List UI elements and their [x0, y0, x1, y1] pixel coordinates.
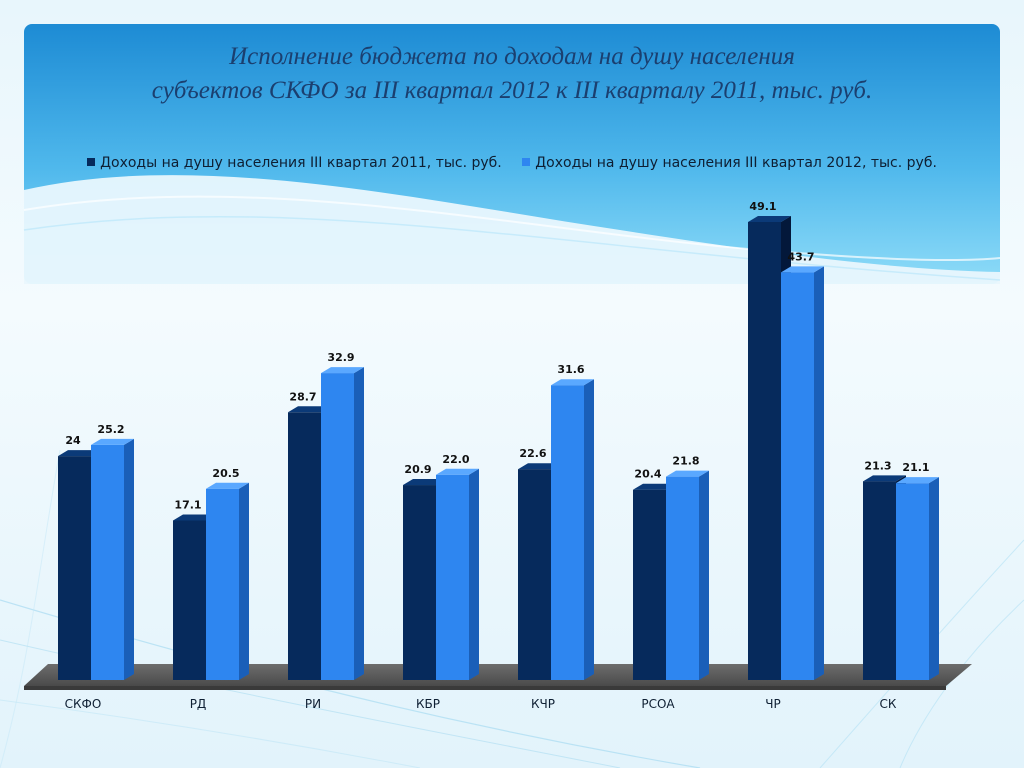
value-label-ЧР-2012: 43.7 — [787, 250, 814, 263]
bar-front — [781, 272, 814, 680]
bar-РД-2012 — [206, 482, 249, 680]
floor-edge — [24, 686, 946, 690]
bar-top — [518, 463, 561, 470]
category-label-ЧР: ЧР — [765, 697, 780, 711]
chart-title-line2: субъектов СКФО за III квартал 2012 к III… — [151, 77, 873, 104]
bar-top — [748, 216, 791, 222]
category-label-РИ: РИ — [305, 697, 321, 711]
bar-front — [896, 483, 929, 680]
bars-group — [58, 216, 939, 680]
bar-ЧР-2012 — [781, 266, 824, 680]
bar-front — [173, 520, 206, 680]
bar-front — [551, 385, 584, 680]
bar-КБР-2012 — [436, 468, 479, 680]
category-label-КЧР: КЧР — [531, 697, 555, 711]
bar-СКФО-2012 — [91, 438, 134, 680]
value-label-РИ-2011: 28.7 — [289, 390, 316, 403]
value-label-ЧР-2011: 49.1 — [749, 200, 776, 213]
category-label-СКФО: СКФО — [65, 697, 102, 711]
bar-top — [206, 482, 249, 489]
legend-swatch-2011 — [87, 158, 96, 166]
bar-КЧР-2012 — [551, 379, 594, 680]
bar-РИ-2012 — [321, 367, 364, 680]
bar-side — [469, 468, 479, 680]
floor-top — [24, 664, 972, 686]
bar-top — [666, 470, 709, 477]
value-label-СКФО-2011: 24 — [65, 434, 81, 447]
value-label-РСОА-2011: 20.4 — [634, 468, 661, 481]
bar-side — [354, 367, 364, 680]
bar-side — [584, 379, 594, 680]
chart-floor — [24, 664, 972, 690]
value-labels-group: 24 25.2 17.1 20.5 28.7 32.9 20.9 22.0 22.6 31.6 20… — [65, 200, 929, 511]
chart-title-line1: Исполнение бюджета по доходам на душу на… — [229, 43, 795, 70]
bar-front — [748, 222, 781, 680]
bar-top — [781, 266, 824, 273]
category-labels-group: СКФО РД РИ КБР КЧР РСОА ЧР СК — [65, 697, 897, 711]
bar-top — [288, 406, 331, 413]
value-label-КЧР-2011: 22.6 — [519, 447, 546, 460]
bar-side — [929, 477, 939, 680]
bar-front — [91, 444, 124, 680]
legend-item-2011: Доходы на душу населения III квартал 201… — [87, 155, 502, 171]
bar-side — [124, 438, 134, 680]
bar-top — [58, 450, 101, 457]
value-label-СК-2011: 21.3 — [864, 459, 891, 472]
value-label-РД-2011: 17.1 — [174, 498, 201, 511]
value-label-КЧР-2012: 31.6 — [557, 363, 584, 376]
value-label-КБР-2012: 22.0 — [442, 453, 469, 466]
bar-front — [403, 485, 436, 680]
bar-side — [699, 470, 709, 680]
bar-front — [518, 469, 551, 680]
bar-top — [321, 367, 364, 374]
legend-swatch-2012 — [522, 158, 531, 166]
value-label-РСОА-2012: 21.8 — [672, 455, 699, 468]
value-label-СКФО-2012: 25.2 — [97, 423, 124, 436]
bar-top — [863, 475, 906, 482]
value-label-РД-2012: 20.5 — [212, 467, 239, 480]
category-label-РД: РД — [190, 697, 207, 711]
value-label-КБР-2011: 20.9 — [404, 463, 431, 476]
bar-front — [288, 412, 321, 680]
category-label-КБР: КБР — [416, 697, 440, 711]
bar-top — [436, 468, 479, 475]
category-label-РСОА: РСОА — [641, 697, 675, 711]
chart-title: Исполнение бюджета по доходам на душу на… — [0, 40, 1024, 108]
value-label-СК-2012: 21.1 — [902, 461, 929, 474]
bar-top — [91, 438, 134, 445]
legend-label-2012: Доходы на душу населения III квартал 201… — [535, 155, 937, 171]
bar-СК-2012 — [896, 477, 939, 680]
bar-top — [403, 479, 446, 486]
bar-side — [814, 266, 824, 680]
bar-РСОА-2012 — [666, 470, 709, 680]
bar-top — [551, 379, 594, 386]
legend-label-2011: Доходы на душу населения III квартал 201… — [100, 155, 502, 171]
bar-front — [863, 481, 896, 680]
chart-legend: Доходы на душу населения III квартал 201… — [0, 155, 1024, 171]
bar-front — [58, 456, 91, 680]
bar-top — [633, 483, 676, 490]
legend-item-2012: Доходы на душу населения III квартал 201… — [522, 155, 937, 171]
bar-side — [239, 482, 249, 680]
bar-front — [436, 474, 469, 680]
category-label-СК: СК — [880, 697, 897, 711]
value-label-РИ-2012: 32.9 — [327, 351, 354, 364]
bar-front — [633, 489, 666, 680]
bar-front — [206, 488, 239, 680]
bar-front — [321, 373, 354, 680]
bar-top — [173, 514, 216, 521]
bar-top — [896, 477, 939, 484]
bar-front — [666, 476, 699, 680]
